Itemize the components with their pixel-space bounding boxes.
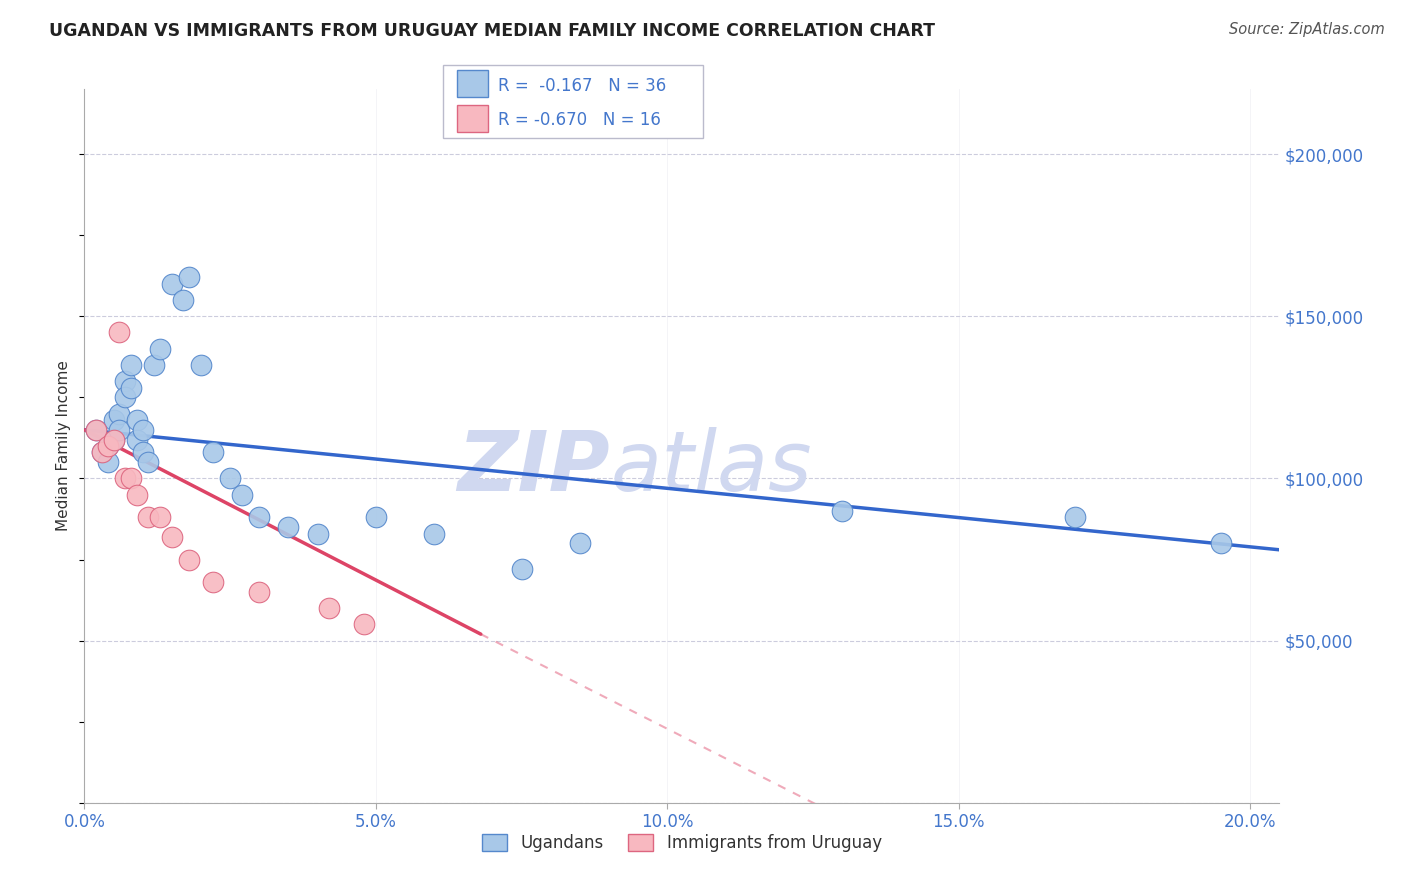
Point bbox=[307, 526, 329, 541]
Point bbox=[353, 617, 375, 632]
Point bbox=[84, 423, 107, 437]
Point bbox=[247, 585, 270, 599]
Text: Source: ZipAtlas.com: Source: ZipAtlas.com bbox=[1229, 22, 1385, 37]
Point bbox=[364, 510, 387, 524]
Point bbox=[219, 471, 242, 485]
Point bbox=[108, 407, 131, 421]
Text: R =  -0.167   N = 36: R = -0.167 N = 36 bbox=[498, 77, 666, 95]
Point bbox=[120, 358, 142, 372]
Point bbox=[1064, 510, 1087, 524]
Point bbox=[149, 342, 172, 356]
Point bbox=[568, 536, 591, 550]
Point bbox=[120, 381, 142, 395]
Point bbox=[131, 423, 153, 437]
Point bbox=[179, 552, 201, 566]
Point bbox=[108, 326, 131, 340]
Point bbox=[125, 413, 148, 427]
Point bbox=[97, 439, 120, 453]
Point bbox=[131, 445, 153, 459]
Point bbox=[179, 270, 201, 285]
Point bbox=[90, 445, 112, 459]
Point bbox=[114, 390, 136, 404]
Point bbox=[172, 293, 194, 307]
Point bbox=[114, 471, 136, 485]
Point bbox=[201, 575, 224, 590]
Point bbox=[190, 358, 212, 372]
Point bbox=[125, 433, 148, 447]
Y-axis label: Median Family Income: Median Family Income bbox=[56, 360, 72, 532]
Point bbox=[510, 562, 533, 576]
Point bbox=[247, 510, 270, 524]
Point bbox=[125, 488, 148, 502]
Text: UGANDAN VS IMMIGRANTS FROM URUGUAY MEDIAN FAMILY INCOME CORRELATION CHART: UGANDAN VS IMMIGRANTS FROM URUGUAY MEDIA… bbox=[49, 22, 935, 40]
Legend: Ugandans, Immigrants from Uruguay: Ugandans, Immigrants from Uruguay bbox=[475, 827, 889, 859]
Point bbox=[138, 510, 160, 524]
Point bbox=[97, 455, 120, 469]
Point bbox=[120, 471, 142, 485]
Point bbox=[231, 488, 253, 502]
Point bbox=[103, 413, 125, 427]
Point bbox=[138, 455, 160, 469]
Point bbox=[160, 277, 183, 291]
Point bbox=[103, 433, 125, 447]
Point bbox=[318, 601, 340, 615]
Point bbox=[114, 374, 136, 388]
Point bbox=[160, 530, 183, 544]
Point bbox=[201, 445, 224, 459]
Point bbox=[831, 504, 853, 518]
Point bbox=[277, 520, 299, 534]
Text: R = -0.670   N = 16: R = -0.670 N = 16 bbox=[498, 111, 661, 129]
Point bbox=[143, 358, 166, 372]
Point bbox=[149, 510, 172, 524]
Text: ZIP: ZIP bbox=[457, 427, 610, 508]
Point bbox=[84, 423, 107, 437]
Point bbox=[90, 445, 112, 459]
Point bbox=[97, 439, 120, 453]
Point bbox=[108, 423, 131, 437]
Text: atlas: atlas bbox=[610, 427, 811, 508]
Point bbox=[103, 433, 125, 447]
Point bbox=[423, 526, 446, 541]
Point bbox=[1211, 536, 1233, 550]
